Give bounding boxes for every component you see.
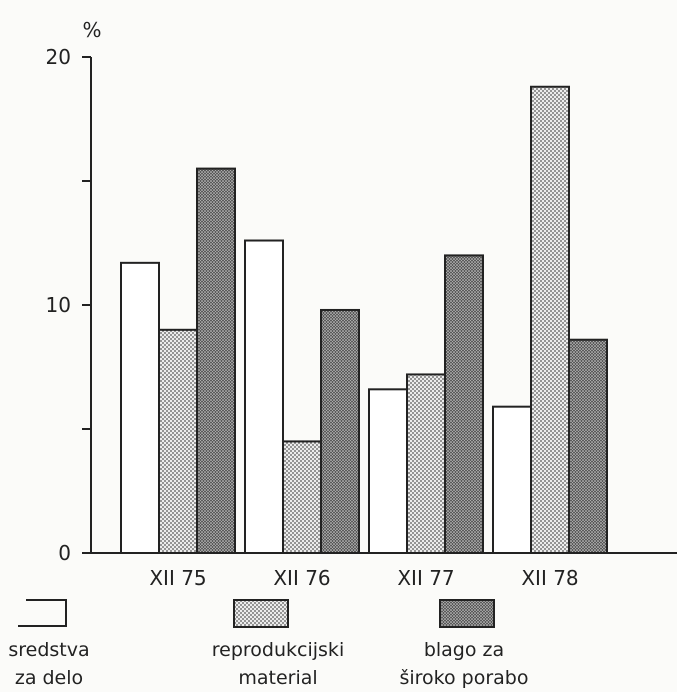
bar-xii-75-series-2 [158, 328, 198, 554]
legend: sredstva za delo reprodukcijski material bla… [8, 599, 529, 689]
bar-xii-78-series-2 [530, 85, 570, 554]
y-tick-label: 20 [46, 45, 71, 69]
bar-xii-77-series-2 [406, 373, 446, 554]
bar-xii-75-series-3 [196, 167, 236, 554]
y-axis-unit-label: % [82, 18, 101, 42]
legend-label-2: material [238, 667, 317, 688]
legend-label-3: široko porabo [399, 667, 528, 688]
x-tick-label: XII 76 [273, 566, 330, 590]
x-tick-label: XII 75 [149, 566, 206, 590]
bar-xii-76-series-3 [320, 308, 360, 554]
bar-xii-76-series-1 [244, 239, 284, 555]
x-tick-label: XII 77 [397, 566, 454, 590]
x-tick-label: XII 78 [521, 566, 578, 590]
legend-label-1: sredstva [8, 639, 89, 661]
bar-xii-76-series-2 [282, 440, 322, 554]
legend-swatch-2 [233, 599, 289, 628]
bar-xii-77-series-3 [444, 254, 484, 554]
legend-label-2: reprodukcijski [212, 639, 344, 661]
legend-label-3: blago za [424, 639, 504, 661]
legend-swatch-1 [18, 599, 67, 627]
bar-xii-75-series-1 [120, 261, 160, 554]
bar-xii-78-series-3 [568, 338, 608, 554]
legend-swatch-3 [439, 599, 495, 628]
y-tick-label: 10 [46, 293, 71, 317]
bar-xii-78-series-1 [492, 405, 532, 554]
y-tick-label: 0 [58, 541, 71, 565]
bar-xii-77-series-1 [368, 388, 408, 554]
legend-label-1: za delo [15, 667, 83, 688]
bars [120, 85, 608, 555]
